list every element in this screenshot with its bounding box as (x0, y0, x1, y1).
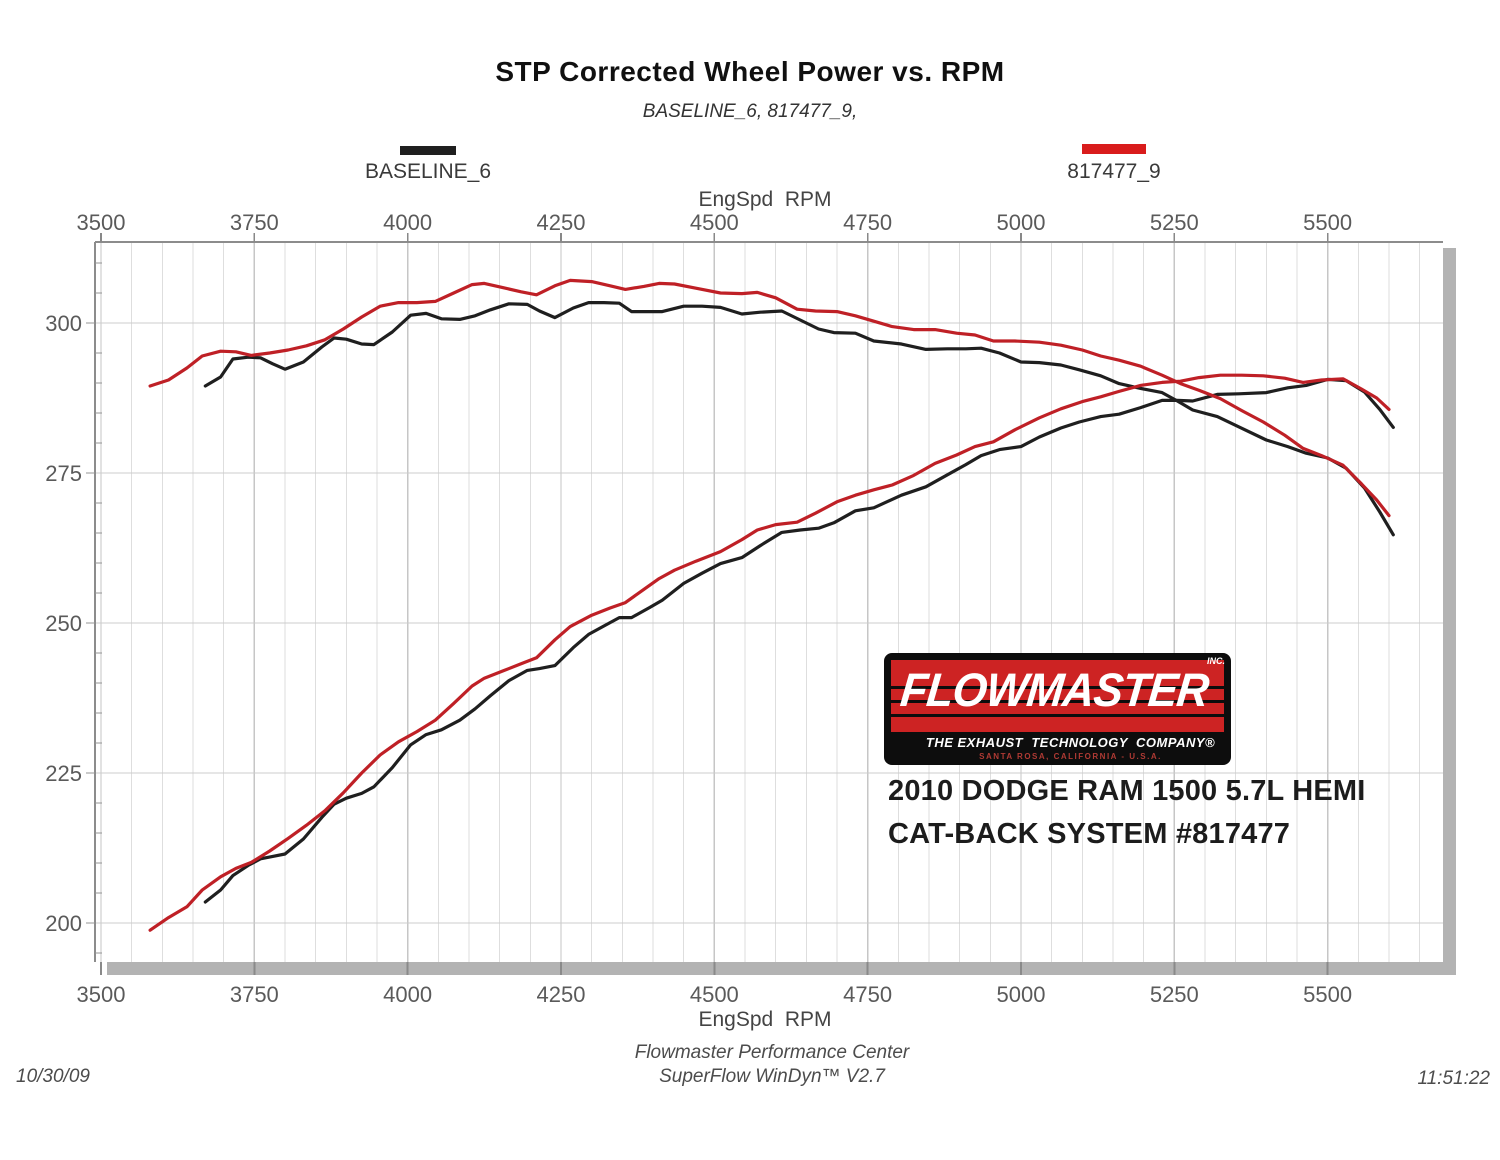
logo-stripe (891, 686, 1224, 689)
x-tick-label-bottom: 4250 (536, 982, 586, 1007)
x-tick-label-top: 5000 (996, 210, 1046, 235)
y-tick-label: 250 (45, 611, 82, 636)
page-title: STP Corrected Wheel Power vs. RPM (495, 56, 1005, 87)
x-axis-title-top: EngSpd RPM (698, 188, 832, 211)
page-subtitle: BASELINE_6, 817477_9, (642, 101, 858, 122)
x-tick-label-top: 5500 (1303, 210, 1353, 235)
legend-swatch-baseline (400, 146, 456, 155)
legend-label-817477: 817477_9 (1067, 160, 1161, 183)
axis-bar-bottom (107, 962, 1456, 975)
curve-BASELINE_6-power (203, 377, 1395, 904)
x-tick-label-bottom: 5250 (1149, 982, 1199, 1007)
x-tick-label-top: 5250 (1149, 210, 1199, 235)
annotation-line2: CAT-BACK SYSTEM #817477 (888, 818, 1291, 850)
legend-swatch-817477 (1082, 144, 1146, 154)
footer-date: 10/30/09 (16, 1066, 90, 1087)
y-tick-label: 225 (45, 761, 82, 786)
x-tick-label-bottom: 4750 (843, 982, 893, 1007)
y-tick-label: 300 (45, 311, 82, 336)
footer-time: 11:51:22 (1417, 1068, 1490, 1089)
logo-stripe (891, 714, 1224, 717)
curve-817477_9-power (148, 373, 1391, 932)
footer-center-line2: SuperFlow WinDyn™ V2.7 (659, 1066, 885, 1087)
x-tick-label-bottom: 3750 (229, 982, 279, 1007)
x-tick-label-top: 4250 (536, 210, 586, 235)
x-tick-label-bottom: 3500 (76, 982, 126, 1007)
x-tick-label-bottom: 5000 (996, 982, 1046, 1007)
x-tick-label-top: 3500 (76, 210, 126, 235)
x-tick-label-bottom: 4500 (689, 982, 739, 1007)
logo-tagline: THE EXHAUST TECHNOLOGY COMPANY® (925, 735, 1216, 750)
y-tick-label: 275 (45, 461, 82, 486)
x-tick-label-bottom: 5500 (1303, 982, 1353, 1007)
footer-center-line1: Flowmaster Performance Center (634, 1042, 910, 1063)
logo-red-panel (891, 660, 1224, 732)
x-tick-label-top: 4750 (843, 210, 893, 235)
logo-inc-text: INC. (1207, 656, 1225, 666)
x-tick-label-bottom: 4000 (383, 982, 433, 1007)
logo-brand-text: FLOWMASTER (898, 663, 1211, 716)
logo-stripe (891, 700, 1224, 703)
x-tick-label-top: 4500 (689, 210, 739, 235)
x-tick-label-top: 3750 (229, 210, 279, 235)
flowmaster-logo: FLOWMASTER INC. THE EXHAUST TECHNOLOGY C… (884, 653, 1231, 765)
curve-817477_9-upper (148, 278, 1391, 518)
x-axis-title-bottom: EngSpd RPM (698, 1008, 832, 1031)
logo-location: SANTA ROSA, CALIFORNIA - U.S.A. (979, 752, 1162, 761)
legend-label-baseline: BASELINE_6 (364, 160, 492, 183)
annotation-line1: 2010 DODGE RAM 1500 5.7L HEMI (888, 775, 1366, 807)
curve-BASELINE_6-upper (203, 301, 1395, 537)
axis-bar-right (1443, 248, 1456, 975)
x-tick-label-top: 4000 (383, 210, 433, 235)
y-tick-label: 200 (45, 911, 82, 936)
